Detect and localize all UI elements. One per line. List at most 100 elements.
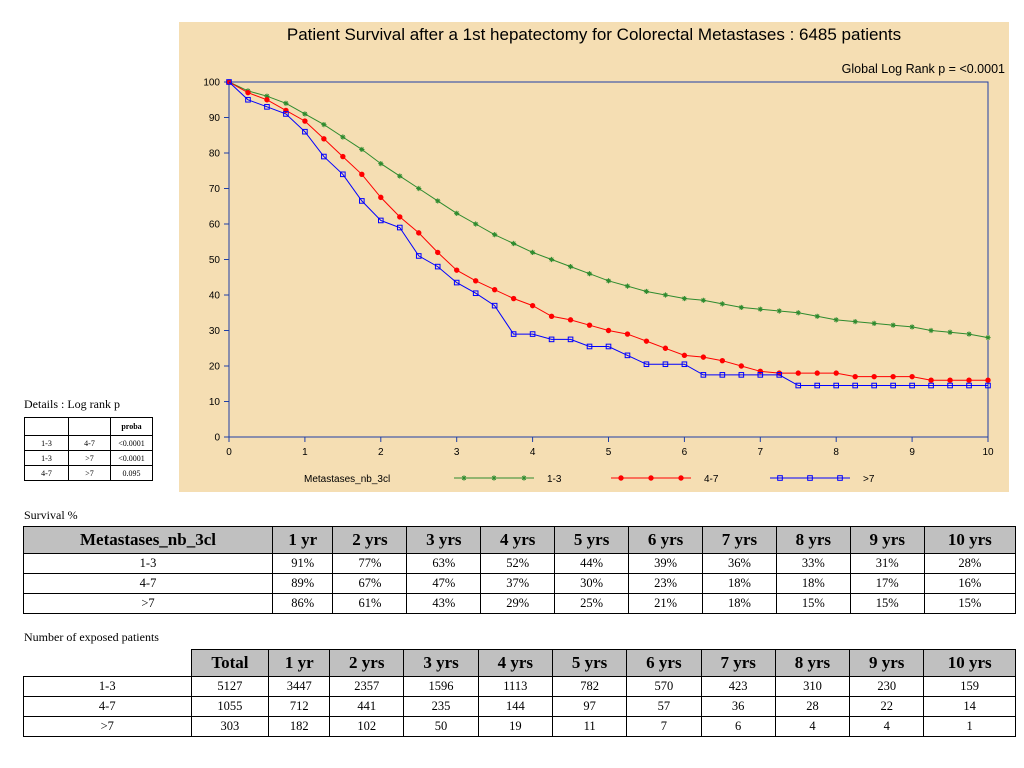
data-point — [890, 322, 896, 328]
exposed-header-row: Total 1 yr 2 yrs 3 yrs 4 yrs 5 yrs 6 yrs 7 yrs 8… — [23, 649, 1016, 677]
data-point — [586, 343, 593, 350]
table-cell: 1 — [923, 716, 1016, 737]
table-cell: >7 — [23, 593, 273, 614]
data-point — [947, 329, 953, 335]
data-point — [700, 372, 707, 378]
data-point — [814, 370, 820, 376]
data-point — [662, 361, 669, 368]
table-cell: 44% — [554, 553, 630, 574]
logrank-row: 4-7 >7 0.095 — [24, 465, 153, 481]
table-cell: 230 — [849, 676, 925, 697]
table-cell: 19 — [477, 716, 553, 737]
exposed-column-header: 9 yrs — [849, 649, 925, 677]
data-point — [510, 331, 517, 337]
data-point — [852, 373, 858, 380]
x-tick-label: 3 — [454, 447, 460, 458]
data-point — [415, 253, 422, 259]
table-cell: 7 — [626, 716, 702, 737]
data-point — [586, 271, 593, 277]
exposed-column-header: 7 yrs — [700, 649, 776, 677]
data-point — [472, 278, 479, 284]
data-point — [833, 382, 840, 389]
exposed-column-header: Total — [190, 649, 270, 677]
data-point — [662, 345, 669, 351]
data-point — [738, 372, 745, 378]
survival-chart: 0 10 20 30 40 50 60 70 80 90 100 0 1 2 3 4 5 6 7 8 9 10 Metast… — [203, 78, 994, 486]
data-point — [397, 214, 403, 220]
data-point — [491, 286, 498, 293]
data-point — [833, 317, 839, 323]
table-cell: 144 — [477, 696, 553, 717]
legend-marker — [837, 475, 843, 481]
data-point — [416, 185, 422, 192]
data-point — [378, 194, 384, 201]
table-cell: 235 — [403, 696, 479, 717]
data-point — [643, 361, 650, 368]
survival-column-header: 6 yrs — [628, 526, 703, 554]
chart-title: Patient Survival after a 1st hepatectomy… — [286, 25, 902, 44]
data-point — [719, 301, 725, 307]
exposed-column-header: 3 yrs — [403, 649, 479, 677]
table-cell: 23% — [628, 573, 703, 594]
table-cell: 61% — [332, 593, 408, 614]
table-cell: 15% — [923, 593, 1017, 614]
table-cell: 67% — [332, 573, 408, 594]
data-point — [852, 319, 858, 325]
legend-label: 4-7 — [704, 474, 719, 485]
data-point — [871, 320, 877, 326]
data-point — [491, 302, 498, 309]
table-cell: 31% — [849, 553, 925, 574]
x-tick-label: 8 — [833, 447, 839, 458]
data-point — [909, 373, 915, 380]
table-cell: 77% — [332, 553, 408, 574]
table-cell: 4-7 — [23, 573, 273, 594]
table-cell: 91% — [271, 553, 334, 574]
y-tick-label: 10 — [209, 397, 221, 408]
x-tick-label: 2 — [378, 447, 384, 458]
table-cell: 29% — [480, 593, 556, 614]
table-cell: 47% — [406, 573, 482, 594]
table-cell: 159 — [923, 676, 1016, 697]
legend-marker — [807, 475, 813, 481]
table-cell: 97 — [551, 696, 628, 717]
table-cell: 57 — [626, 696, 702, 717]
x-tick-label: 7 — [758, 447, 764, 458]
table-cell: 17% — [849, 573, 925, 594]
logrank-cell: <0.0001 — [110, 450, 153, 466]
data-point — [966, 382, 972, 389]
legend-marker — [521, 475, 527, 481]
data-point — [283, 111, 289, 117]
data-point — [776, 308, 782, 314]
exposed-column-header: 8 yrs — [774, 649, 851, 677]
logrank-row: 1-3 4-7 <0.0001 — [24, 435, 153, 451]
table-cell: 16% — [923, 573, 1017, 594]
data-point — [947, 382, 953, 389]
data-point — [909, 324, 915, 330]
table-cell: 11 — [551, 716, 628, 737]
data-point — [529, 331, 536, 337]
logrank-cell: 1-3 — [24, 450, 69, 466]
x-tick-label: 1 — [302, 447, 308, 458]
data-point — [548, 256, 555, 263]
logrank-cell: 1-3 — [24, 435, 69, 451]
data-point — [586, 322, 593, 328]
survival-header-row: Metastases_nb_3cl 1 yr 2 yrs 3 yrs 4 yrs 5 yr… — [23, 526, 1017, 554]
data-point — [321, 153, 327, 160]
exposed-column-header: 2 yrs — [329, 649, 405, 677]
data-point — [985, 377, 991, 383]
table-cell: 14 — [923, 696, 1016, 717]
logrank-cell: 4-7 — [68, 435, 111, 451]
table-cell: 18% — [702, 573, 777, 594]
details-label: Details : Log rank p — [24, 397, 120, 411]
data-point — [321, 122, 327, 128]
data-point — [340, 134, 346, 140]
y-tick-label: 40 — [209, 291, 221, 302]
table-cell: 712 — [268, 696, 331, 717]
x-tick-label: 5 — [606, 447, 612, 458]
series-line-1 — [228, 81, 988, 381]
exposed-label: Number of exposed patients — [24, 630, 159, 644]
legend-marker — [678, 475, 684, 481]
data-point — [795, 310, 801, 316]
table-cell: 4 — [774, 716, 851, 737]
logrank-row: 1-3 >7 <0.0001 — [24, 450, 153, 466]
